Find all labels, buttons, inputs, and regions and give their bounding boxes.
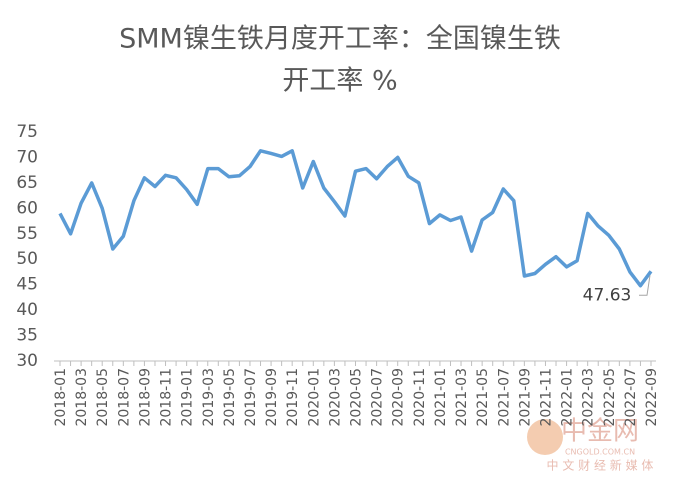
x-tick-label: 2021-11 <box>538 368 554 427</box>
x-tick-label: 2021-09 <box>517 368 533 427</box>
x-tick-label: 2019-03 <box>201 368 217 427</box>
x-tick-label: 2021-01 <box>433 368 449 427</box>
data-line <box>58 149 653 288</box>
watermark: 中金网 CNGOLD.COM.CN 中 文 财 经 新 媒 体 <box>527 417 653 473</box>
x-tick-label: 2020-09 <box>391 368 407 427</box>
chart-title: SMM镍生铁月度开工率：全国镍生铁 <box>119 24 561 55</box>
y-tick-label: 30 <box>16 351 38 371</box>
x-tick-label: 2020-01 <box>306 368 322 427</box>
y-tick-label: 75 <box>16 122 38 142</box>
x-tick-label: 2022-07 <box>623 368 639 427</box>
y-tick-label: 65 <box>16 173 38 193</box>
y-tick-label: 35 <box>16 326 38 346</box>
x-tick-label: 2020-11 <box>412 368 428 427</box>
watermark-logo <box>527 419 563 455</box>
watermark-site: CNGOLD.COM.CN <box>565 448 635 457</box>
x-tick-label: 2019-01 <box>180 368 196 427</box>
data-label: 47.63 <box>583 285 632 305</box>
x-tick-label: 2019-07 <box>243 368 259 427</box>
watermark-slogan: 中 文 财 经 新 媒 体 <box>547 458 654 473</box>
y-tick-label: 40 <box>16 300 38 320</box>
y-tick-label: 70 <box>16 147 38 167</box>
x-tick-label: 2022-09 <box>644 368 660 427</box>
x-tick-label: 2018-09 <box>137 368 153 427</box>
x-tick-label: 2022-03 <box>581 368 597 427</box>
x-tick-label: 2018-01 <box>53 368 69 427</box>
x-tick-label: 2020-03 <box>327 368 343 427</box>
x-tick-label: 2022-05 <box>602 368 618 427</box>
x-tick-label: 2019-05 <box>222 368 238 427</box>
x-tick-label: 2020-05 <box>349 368 365 427</box>
x-tick-label: 2020-07 <box>370 368 386 427</box>
y-tick-label: 60 <box>16 198 38 218</box>
x-tick-label: 2019-11 <box>285 368 301 427</box>
x-tick-label: 2021-05 <box>475 368 491 427</box>
chart-title: 开工率 % <box>282 66 397 97</box>
x-tick-label: 2018-03 <box>74 368 90 427</box>
x-tick-label: 2018-11 <box>159 368 175 427</box>
x-tick-label: 2022-01 <box>560 368 576 427</box>
x-tick-label: 2018-07 <box>116 368 132 427</box>
label-leader <box>639 275 651 296</box>
x-tick-label: 2021-03 <box>454 368 470 427</box>
x-tick-label: 2018-05 <box>95 368 111 427</box>
x-tick-label: 2019-09 <box>264 368 280 427</box>
y-tick-label: 55 <box>16 224 38 244</box>
x-tick-label: 2021-07 <box>496 368 512 427</box>
watermark-name: 中金网 <box>561 417 639 447</box>
y-tick-label: 45 <box>16 275 38 295</box>
y-tick-label: 50 <box>16 249 38 269</box>
